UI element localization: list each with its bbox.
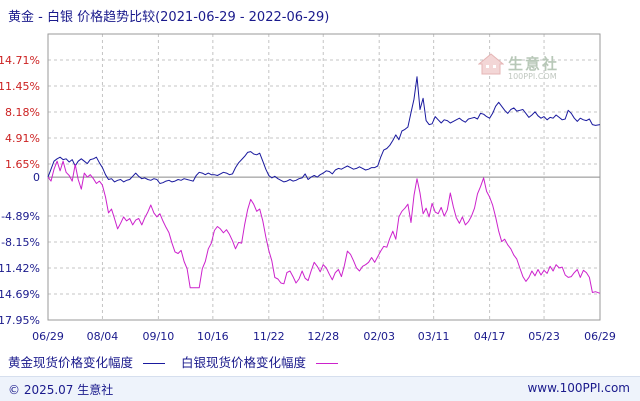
footer-site-link[interactable]: www.100PPI.com bbox=[527, 381, 630, 395]
x-tick-label: 12/28 bbox=[307, 330, 339, 343]
x-tick-label: 05/23 bbox=[528, 330, 560, 343]
legend-label-silver: 白银现货价格变化幅度 bbox=[181, 355, 307, 370]
x-tick-label: 09/10 bbox=[143, 330, 175, 343]
watermark: 生意社 100PPI.COM bbox=[477, 52, 557, 81]
watermark-url: 100PPI.COM bbox=[508, 72, 557, 81]
y-tick-label: 0 bbox=[33, 171, 40, 184]
x-tick-label: 10/16 bbox=[197, 330, 229, 343]
legend-line-silver bbox=[316, 363, 339, 364]
y-tick-label: -4.89% bbox=[1, 210, 40, 223]
watermark-name: 生意社 bbox=[508, 55, 560, 73]
x-tick-label: 03/11 bbox=[418, 330, 450, 343]
footer: © 2025.07 生意社 www.100PPI.com bbox=[0, 376, 640, 401]
x-tick-label: 06/29 bbox=[584, 330, 616, 343]
house-logo-icon bbox=[477, 53, 505, 75]
x-tick-label: 02/03 bbox=[363, 330, 395, 343]
chart-title: 黄金 - 白银 价格趋势比较(2021-06-29 - 2022-06-29) bbox=[8, 10, 330, 25]
series-line-silver bbox=[47, 160, 601, 294]
y-tick-label: 11.45% bbox=[0, 80, 40, 93]
legend-label-gold: 黄金现货价格变化幅度 bbox=[8, 355, 134, 370]
y-tick-label: -11.42% bbox=[0, 262, 40, 275]
legend-line-gold bbox=[143, 363, 166, 364]
y-tick-label: -14.69% bbox=[0, 288, 40, 301]
y-tick-label: 8.18% bbox=[5, 106, 40, 119]
y-tick-label: -17.95% bbox=[0, 314, 40, 327]
y-tick-label: 14.71% bbox=[0, 54, 40, 67]
series bbox=[47, 76, 601, 294]
tick-labels: 14.71% 11.45% 8.18% 4.91% 1.65%0 -4.89% -8.15%… bbox=[0, 54, 616, 343]
copyright-text: © 2025.07 生意社 bbox=[8, 383, 114, 397]
legend-item-gold: 黄金现货价格变化幅度 bbox=[8, 352, 171, 371]
x-tick-label: 11/22 bbox=[253, 330, 285, 343]
y-tick-label: 1.65% bbox=[5, 158, 40, 171]
y-tick-label: -8.15% bbox=[1, 236, 40, 249]
x-tick-label: 08/04 bbox=[87, 330, 119, 343]
series-line-gold bbox=[47, 76, 601, 184]
legend: 黄金现货价格变化幅度 白银现货价格变化幅度 bbox=[8, 352, 350, 371]
x-tick-label: 04/17 bbox=[474, 330, 506, 343]
legend-item-silver: 白银现货价格变化幅度 bbox=[181, 352, 344, 371]
y-tick-label: 4.91% bbox=[5, 132, 40, 145]
x-tick-label: 06/29 bbox=[32, 330, 64, 343]
